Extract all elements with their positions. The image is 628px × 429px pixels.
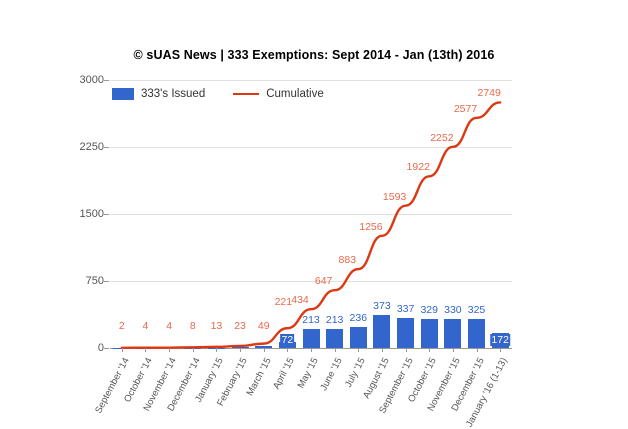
x-axis-tick-mark bbox=[429, 348, 430, 352]
bar-value-label: 213 bbox=[326, 314, 344, 326]
y-axis-tick-label: 2250 bbox=[64, 141, 104, 153]
bar-value-label: 236 bbox=[350, 312, 368, 324]
y-axis-tick-label: 0 bbox=[64, 342, 104, 354]
x-axis-tick-mark bbox=[406, 348, 407, 352]
y-axis-tick-mark bbox=[104, 147, 109, 148]
cumulative-value-label: 4 bbox=[143, 320, 149, 332]
cumulative-value-label: 221 bbox=[275, 296, 293, 308]
x-axis-tick-label: May '15 bbox=[296, 356, 321, 390]
cumulative-value-label: 13 bbox=[211, 320, 223, 332]
bar-value-label: 72 bbox=[281, 334, 295, 346]
cumulative-value-label: 8 bbox=[190, 320, 196, 332]
x-axis-tick-mark bbox=[500, 348, 501, 352]
cumulative-value-label: 49 bbox=[258, 320, 270, 332]
y-axis-tick-mark bbox=[104, 281, 109, 282]
bar-value-label: 329 bbox=[420, 304, 438, 316]
bar-value-label: 172 bbox=[490, 334, 510, 346]
bar-value-label: 330 bbox=[444, 304, 462, 316]
x-axis-tick-label: September '14 bbox=[93, 356, 132, 415]
x-axis-tick-mark bbox=[216, 348, 217, 352]
cumulative-value-label: 883 bbox=[339, 254, 357, 266]
x-axis-tick-mark bbox=[287, 348, 288, 352]
x-axis-tick-mark bbox=[335, 348, 336, 352]
y-axis-tick-mark bbox=[104, 348, 109, 349]
bar-value-label: 213 bbox=[302, 314, 320, 326]
bar-value-label: 337 bbox=[397, 303, 415, 315]
bar-value-label: 325 bbox=[468, 304, 486, 316]
x-axis-tick-label: June '15 bbox=[318, 356, 344, 393]
cumulative-value-label: 2 bbox=[119, 320, 125, 332]
x-axis-tick-mark bbox=[240, 348, 241, 352]
cumulative-value-label: 2252 bbox=[430, 132, 453, 144]
x-axis-tick-mark bbox=[264, 348, 265, 352]
x-axis-tick-label: July '15 bbox=[343, 356, 368, 389]
x-axis-tick-mark bbox=[477, 348, 478, 352]
y-axis-tick-label: 3000 bbox=[64, 74, 104, 86]
y-axis-tick-mark bbox=[104, 80, 109, 81]
x-axis-tick-mark bbox=[311, 348, 312, 352]
bar-value-label: 373 bbox=[373, 300, 391, 312]
cumulative-value-label: 4 bbox=[166, 320, 172, 332]
x-axis-tick-mark bbox=[193, 348, 194, 352]
x-axis-tick-mark bbox=[453, 348, 454, 352]
y-axis-tick-label: 750 bbox=[64, 275, 104, 287]
x-axis-tick-mark bbox=[145, 348, 146, 352]
cumulative-value-label: 2577 bbox=[454, 103, 477, 115]
cumulative-value-label: 647 bbox=[315, 275, 333, 287]
x-axis-tick-mark bbox=[169, 348, 170, 352]
cumulative-value-label: 1256 bbox=[359, 221, 382, 233]
x-axis-tick-mark bbox=[358, 348, 359, 352]
cumulative-value-label: 1593 bbox=[383, 191, 406, 203]
x-axis-tick-mark bbox=[122, 348, 123, 352]
y-axis-tick-mark bbox=[104, 214, 109, 215]
cumulative-value-label: 434 bbox=[291, 294, 309, 306]
cumulative-value-label: 1922 bbox=[407, 161, 430, 173]
plot-area: 72 213 213 236 373 337 329 330 325 172 2 4 4 8 13 23 49… bbox=[110, 80, 512, 348]
chart-title: © sUAS News | 333 Exemptions: Sept 2014 … bbox=[0, 48, 628, 62]
cumulative-value-label: 2749 bbox=[477, 87, 500, 99]
cumulative-value-label: 23 bbox=[234, 320, 246, 332]
y-axis-tick-label: 1500 bbox=[64, 208, 104, 220]
x-axis-tick-mark bbox=[382, 348, 383, 352]
x-axis-tick-label: April '15 bbox=[271, 356, 297, 391]
